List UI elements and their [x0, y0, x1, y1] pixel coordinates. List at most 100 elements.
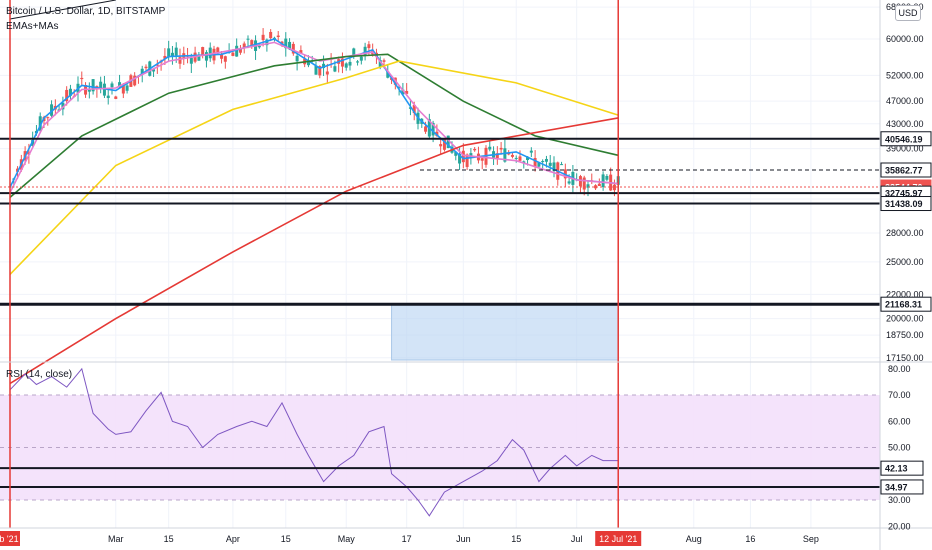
candle-body [352, 48, 356, 56]
candle-body [208, 47, 212, 59]
candle-body [152, 69, 156, 72]
candle-body [386, 71, 390, 78]
candle-body [356, 61, 360, 63]
candle-body [526, 156, 530, 161]
time-tick-label: 15 [281, 534, 291, 544]
candle-body [401, 89, 405, 95]
candle-body [231, 52, 235, 56]
candle-body [288, 41, 292, 50]
candle-body [446, 135, 450, 149]
candle-body [522, 161, 526, 164]
price-tick-label: 25000.00 [886, 257, 924, 267]
candle-body [61, 102, 65, 110]
price-tick-label: 20000.00 [886, 314, 924, 324]
candle-body [140, 68, 144, 74]
candle-body [91, 79, 95, 92]
candle-body [110, 83, 114, 88]
time-tick-label: 15 [164, 534, 174, 544]
price-tick-label: 17150.00 [886, 353, 924, 363]
trendline [9, 0, 116, 20]
candle-body [68, 88, 72, 96]
candle-body [582, 177, 586, 190]
candle-body [223, 56, 227, 62]
candle-body [439, 144, 443, 147]
time-tick-label: Jun [456, 534, 471, 544]
rsi-level-tag [880, 460, 924, 476]
price-tick-label: 60000.00 [886, 34, 924, 44]
candle-body [461, 150, 465, 163]
candle-body [578, 176, 582, 187]
candle-body [586, 184, 590, 188]
candle-body [99, 81, 103, 90]
price-tick-label: 39000.00 [886, 144, 924, 154]
candle-body [201, 47, 205, 55]
candle-body [367, 44, 371, 49]
candle-body [325, 71, 329, 75]
candle-body [454, 151, 458, 156]
time-tick-label: 16 [745, 534, 755, 544]
candle-body [560, 164, 564, 166]
candle-body [567, 181, 571, 184]
candle-body [295, 55, 299, 62]
candle-body [174, 47, 178, 56]
candle-body [87, 88, 91, 92]
rsi-title: RSI (14, close) [6, 369, 73, 380]
candle-body [405, 90, 409, 94]
candle-body [133, 75, 137, 86]
price-tick-label: 18750.00 [886, 330, 924, 340]
candle-body [155, 64, 159, 66]
candle-body [544, 158, 548, 162]
level-price-label: 32745.97 [885, 189, 923, 199]
candle-body [510, 154, 514, 157]
currency-button[interactable]: USD [895, 5, 921, 21]
indicator-label: EMAs+MAs [6, 21, 59, 32]
ma-line-ma-200 [9, 117, 619, 385]
level-price-tag [880, 131, 932, 147]
price-tick-label: 52000.00 [886, 70, 924, 80]
candle-body [269, 31, 273, 39]
candle-body [265, 39, 269, 46]
candle-body [431, 122, 435, 136]
level-price-label: 31438.09 [885, 199, 923, 209]
candle-body [503, 148, 507, 162]
ma-line-ema-pink [9, 41, 619, 194]
candle-body [363, 46, 367, 56]
candle-body [318, 66, 322, 76]
level-price-label: 40546.19 [885, 134, 923, 144]
candle-body [216, 47, 220, 54]
time-tick-label: Apr [226, 534, 240, 544]
date-marker-label: 0 Feb '21 [0, 534, 19, 544]
level-price-label: 35862.77 [885, 166, 923, 176]
time-tick-label: 17 [402, 534, 412, 544]
candle-body [465, 154, 469, 167]
rsi-level-label: 34.97 [885, 482, 908, 492]
candle-body [197, 54, 201, 61]
candle-body [163, 55, 167, 59]
candle-body [605, 175, 609, 180]
candle-body [276, 35, 280, 38]
ma-line-ma-100 [9, 60, 619, 275]
candle-body [594, 185, 598, 189]
time-tick-label: Jul [571, 534, 583, 544]
candle-body [537, 162, 541, 167]
candle-body [597, 183, 601, 186]
rsi-tick-label: 70.00 [888, 390, 911, 400]
time-tick-label: Sep [803, 534, 819, 544]
rsi-tick-label: 60.00 [888, 416, 911, 426]
rsi-tick-label: 30.00 [888, 495, 911, 505]
candle-body [541, 161, 545, 163]
candle-body [178, 57, 182, 64]
time-tick-label: 15 [511, 534, 521, 544]
candle-body [333, 66, 337, 72]
candle-body [514, 157, 518, 159]
candle-body [548, 162, 552, 166]
candle-body [495, 153, 499, 158]
level-price-tag [880, 296, 932, 312]
candle-body [382, 60, 386, 62]
candle-body [397, 86, 401, 89]
candle-body [291, 43, 295, 54]
candle-body [235, 45, 239, 57]
candle-body [118, 82, 122, 88]
candle-body [250, 40, 254, 48]
